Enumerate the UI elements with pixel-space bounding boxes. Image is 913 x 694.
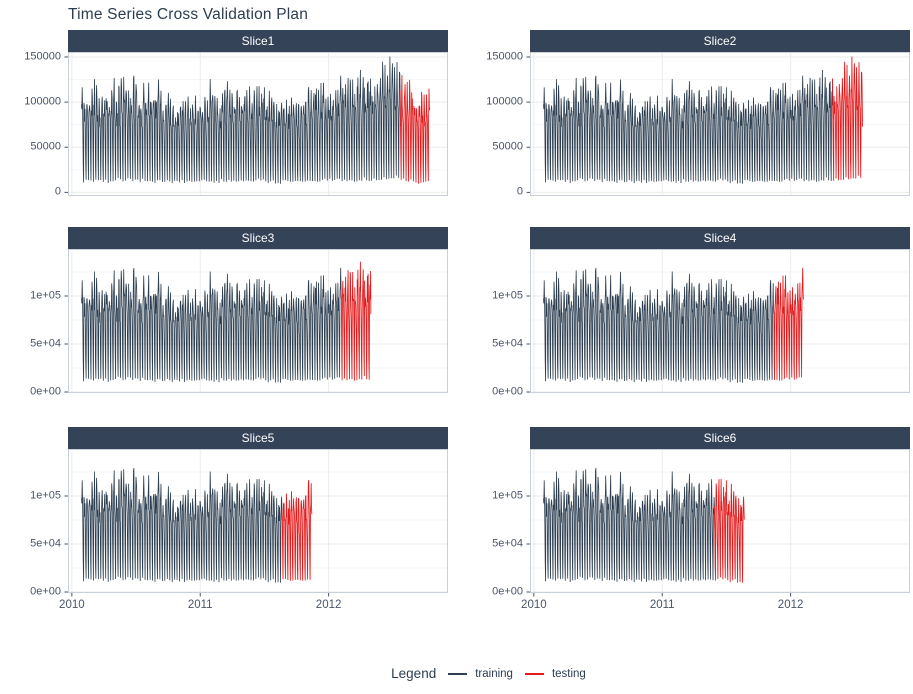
panel-plot <box>526 249 910 393</box>
panel-plot <box>526 52 910 196</box>
x-tick-label: 2012 <box>315 599 342 611</box>
y-tick-label: 0e+00 <box>30 385 61 398</box>
legend: Legend training testing <box>0 666 913 681</box>
legend-label-training: training <box>475 667 513 680</box>
training-series <box>543 267 775 383</box>
training-line-swatch <box>448 672 468 675</box>
x-tick-label: 2011 <box>187 599 213 611</box>
facet-slice3: Slice3 1e+05 5e+04 0e+00 <box>30 227 448 397</box>
testing-series <box>340 261 372 381</box>
x-tick-label: 2012 <box>777 599 804 611</box>
testing-series <box>832 56 863 181</box>
gridlines-major <box>68 249 448 393</box>
y-tick-label: 50000 <box>492 140 523 153</box>
facet-label: Slice1 <box>241 34 275 48</box>
facet-slice1: Slice1 150000 100000 50000 0 <box>24 30 448 197</box>
facet-label: Slice4 <box>703 231 737 245</box>
axis-tick-marks <box>64 495 330 597</box>
y-tick-label: 5e+04 <box>492 537 523 550</box>
axis-tick-marks <box>64 295 68 393</box>
y-tick-label: 100000 <box>24 95 61 108</box>
facet-strip: Slice2 <box>530 30 910 52</box>
axis-tick-marks <box>526 56 530 193</box>
y-tick-label: 0e+00 <box>492 385 523 398</box>
y-tick-label: 150000 <box>486 50 523 63</box>
axis-tick-marks <box>64 56 68 193</box>
facet-strip: Slice5 <box>68 427 448 449</box>
y-tick-label: 0e+00 <box>492 585 523 598</box>
facet-label: Slice6 <box>703 431 737 445</box>
y-tick-label: 150000 <box>24 50 61 63</box>
panel-plot <box>64 249 448 393</box>
panel-plot <box>64 52 448 196</box>
facet-strip: Slice1 <box>68 30 448 52</box>
facet-slice6: Slice6 1e+05 5e+04 0e+00 2010 2011 2012 <box>492 427 910 611</box>
testing-series <box>713 478 745 583</box>
y-tick-label: 1e+05 <box>30 489 61 502</box>
y-tick-label: 100000 <box>486 95 523 108</box>
chart-title: Time Series Cross Validation Plan <box>68 6 309 23</box>
x-tick-label: 2010 <box>59 599 85 611</box>
facet-slice5: Slice5 1e+05 5e+04 0e+00 2010 2011 2012 <box>30 427 448 611</box>
training-series <box>81 467 283 583</box>
training-series <box>543 69 834 184</box>
axis-tick-marks <box>526 295 530 393</box>
testing-line-swatch <box>524 672 544 675</box>
facet-strip: Slice3 <box>68 227 448 249</box>
facet-strip: Slice4 <box>530 227 910 249</box>
legend-title: Legend <box>391 666 437 681</box>
x-tick-label: 2010 <box>521 599 547 611</box>
y-tick-label: 5e+04 <box>492 337 523 350</box>
facet-label: Slice3 <box>241 231 275 245</box>
testing-series <box>399 75 431 184</box>
training-series <box>543 467 716 583</box>
x-tick-label: 2011 <box>649 599 675 611</box>
legend-item-testing: testing <box>524 667 586 680</box>
y-tick-label: 1e+05 <box>30 289 61 302</box>
testing-series <box>773 267 804 381</box>
axis-tick-marks <box>526 495 792 597</box>
panel-plot <box>64 449 448 597</box>
y-tick-label: 1e+05 <box>492 289 523 302</box>
facet-slice2: Slice2 150000 100000 50000 0 <box>486 30 910 197</box>
panel-plot <box>526 449 910 597</box>
facet-label: Slice5 <box>241 431 275 445</box>
legend-item-training: training <box>448 668 513 680</box>
y-tick-label: 0e+00 <box>30 585 61 598</box>
facet-slice4: Slice4 1e+05 5e+04 0e+00 <box>492 227 910 397</box>
y-tick-label: 0 <box>516 185 523 198</box>
facet-label: Slice2 <box>703 34 737 48</box>
testing-series <box>281 479 313 581</box>
y-tick-label: 5e+04 <box>30 337 61 350</box>
legend-label-testing: testing <box>551 667 586 680</box>
y-tick-label: 0 <box>54 185 61 198</box>
facet-strip: Slice6 <box>530 427 910 449</box>
y-tick-label: 1e+05 <box>492 489 523 502</box>
training-series <box>81 267 342 383</box>
training-series <box>81 56 401 184</box>
y-tick-label: 50000 <box>30 140 61 153</box>
y-tick-label: 5e+04 <box>30 537 61 550</box>
